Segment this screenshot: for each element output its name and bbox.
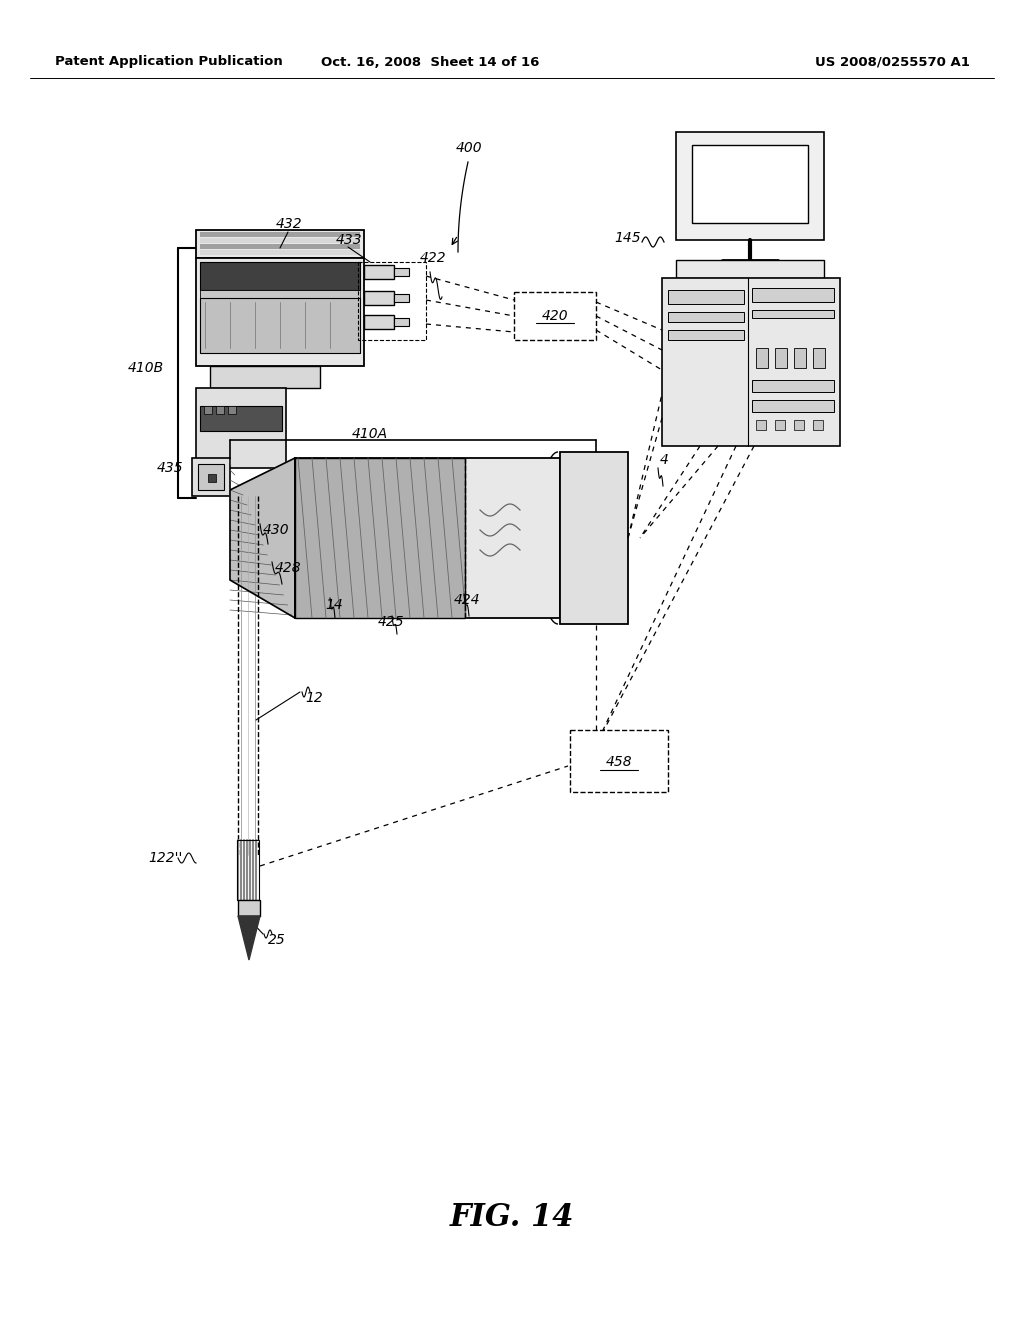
Bar <box>193 458 230 496</box>
Bar <box>692 145 808 223</box>
Bar <box>676 260 824 279</box>
Bar <box>295 458 465 618</box>
Bar <box>394 294 409 302</box>
Bar <box>775 420 785 430</box>
Bar <box>752 400 834 412</box>
Text: 122'': 122'' <box>148 851 182 865</box>
Bar <box>756 420 766 430</box>
Bar <box>756 348 768 368</box>
Text: 25: 25 <box>268 933 286 946</box>
Text: 458: 458 <box>605 755 632 770</box>
Text: 425: 425 <box>378 615 404 630</box>
Polygon shape <box>230 458 295 618</box>
Bar <box>196 388 286 469</box>
Text: Oct. 16, 2008  Sheet 14 of 16: Oct. 16, 2008 Sheet 14 of 16 <box>321 55 540 69</box>
Bar <box>394 318 409 326</box>
Bar <box>200 261 360 290</box>
Bar <box>358 261 426 341</box>
Bar <box>238 900 260 916</box>
Bar <box>210 366 319 388</box>
Bar <box>200 407 282 432</box>
Bar <box>216 407 224 414</box>
Text: 428: 428 <box>275 561 302 576</box>
Bar <box>200 249 360 255</box>
Text: 4: 4 <box>660 453 669 467</box>
Bar <box>813 348 825 368</box>
Bar <box>364 315 394 329</box>
Bar <box>198 465 224 490</box>
Bar <box>752 380 834 392</box>
Bar <box>394 268 409 276</box>
Bar <box>204 407 212 414</box>
Text: 14: 14 <box>325 598 343 612</box>
Bar <box>200 298 360 352</box>
Bar <box>570 730 668 792</box>
Bar <box>228 407 236 414</box>
Bar <box>200 232 360 238</box>
Bar <box>200 238 360 243</box>
Bar <box>364 265 394 279</box>
Bar <box>196 230 364 257</box>
Text: 420: 420 <box>542 309 568 323</box>
Bar <box>752 310 834 318</box>
Text: 410B: 410B <box>128 360 164 375</box>
Bar <box>794 348 806 368</box>
Text: 430: 430 <box>263 523 290 537</box>
Bar <box>813 420 823 430</box>
Bar <box>794 420 804 430</box>
Bar <box>662 279 840 446</box>
Bar <box>295 458 560 618</box>
Text: 145: 145 <box>614 231 641 246</box>
Bar <box>752 288 834 302</box>
Text: 422: 422 <box>420 251 446 265</box>
Text: 435: 435 <box>157 461 183 475</box>
Polygon shape <box>238 916 260 960</box>
Bar <box>200 290 360 298</box>
Bar <box>514 292 596 341</box>
Bar <box>668 290 744 304</box>
Text: 400: 400 <box>456 141 482 154</box>
Bar <box>200 244 360 249</box>
Bar <box>560 451 628 624</box>
Text: 432: 432 <box>276 216 303 231</box>
Text: Patent Application Publication: Patent Application Publication <box>55 55 283 69</box>
Bar <box>676 132 824 240</box>
Bar <box>208 474 216 482</box>
Text: 12: 12 <box>305 690 323 705</box>
Bar <box>668 330 744 341</box>
Text: FIG. 14: FIG. 14 <box>450 1203 574 1233</box>
Text: 433: 433 <box>336 234 362 247</box>
Text: 410A: 410A <box>352 426 388 441</box>
Bar <box>237 840 259 900</box>
Text: 424: 424 <box>454 593 480 607</box>
Bar <box>668 312 744 322</box>
Bar <box>196 257 364 366</box>
Bar <box>775 348 787 368</box>
Bar <box>364 290 394 305</box>
Text: US 2008/0255570 A1: US 2008/0255570 A1 <box>815 55 970 69</box>
